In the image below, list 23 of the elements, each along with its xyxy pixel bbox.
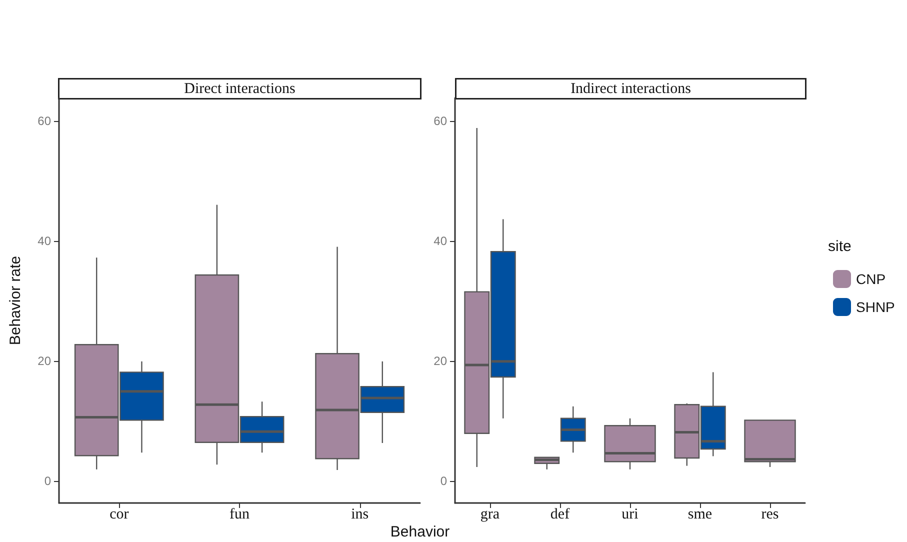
x-tick-label: uri [622,506,638,522]
legend-label: SHNP [856,299,895,315]
chart-title: Direct interactions [184,80,296,97]
y-tick-label: 20 [434,354,448,368]
y-tick-label: 60 [434,114,448,128]
y-tick-label: 0 [44,474,52,488]
x-axis-title: Behavior [390,524,450,540]
y-tick-label: 40 [434,234,448,248]
x-tick-label: ins [351,506,369,522]
y-tick-label: 40 [38,234,52,248]
x-tick-label: sme [688,506,712,522]
y-tick-label: 20 [38,354,52,368]
legend-label: CNP [856,271,886,287]
y-axis-title: Behavior rate [7,256,24,346]
y-tick-label: 60 [38,114,52,128]
x-tick-label: fun [230,506,250,522]
x-tick-label: def [550,506,570,522]
x-tick-label: cor [110,506,129,522]
x-tick-label: gra [480,506,500,522]
chart-title: Indirect interactions [570,80,692,97]
y-tick-label: 0 [440,474,448,488]
x-tick-label: res [761,506,779,522]
legend-title: site [828,238,852,255]
